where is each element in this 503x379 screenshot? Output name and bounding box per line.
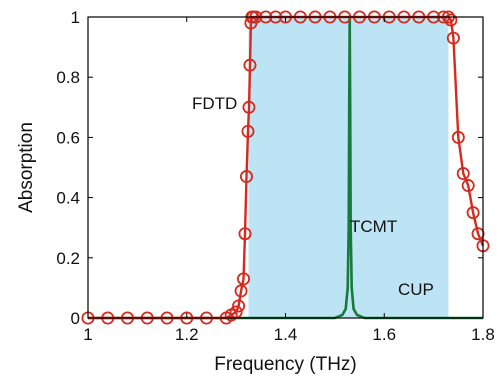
fdtd-point (237, 272, 251, 286)
fdtd-point (456, 167, 470, 181)
fdtd-point (444, 13, 458, 27)
cup-annotation: CUP (398, 280, 434, 299)
y-tick-label: 0.2 (56, 249, 80, 268)
x-tick-label: 1.8 (471, 325, 495, 344)
y-tick-label: 0.6 (56, 128, 80, 147)
fdtd-point (466, 206, 480, 220)
y-tick-label: 0.8 (56, 68, 80, 87)
fdtd-point (451, 130, 465, 144)
fdtd-point (242, 100, 256, 114)
x-tick-label: 1.6 (372, 325, 396, 344)
x-tick-label: 1.2 (175, 325, 199, 344)
fdtd-point (238, 227, 252, 241)
y-tick-label: 0.4 (56, 189, 80, 208)
fdtd-point (461, 179, 475, 193)
fdtd-point (243, 58, 257, 72)
x-axis-label: Frequency (THz) (214, 354, 357, 375)
y-axis-label: Absorption (16, 122, 37, 213)
fdtd-point (232, 299, 246, 313)
fdtd-annotation: FDTD (192, 94, 237, 113)
fdtd-point (471, 227, 485, 241)
x-tick-label: 1 (83, 325, 92, 344)
fdtd-point (239, 170, 253, 184)
x-tick-label: 1.4 (274, 325, 298, 344)
tcmt-annotation: TCMT (350, 217, 397, 236)
y-tick-label: 0 (71, 309, 80, 328)
fdtd-point (446, 31, 460, 45)
y-tick-label: 1 (71, 8, 80, 27)
fdtd-point (241, 124, 255, 138)
fdtd-point (234, 284, 248, 298)
